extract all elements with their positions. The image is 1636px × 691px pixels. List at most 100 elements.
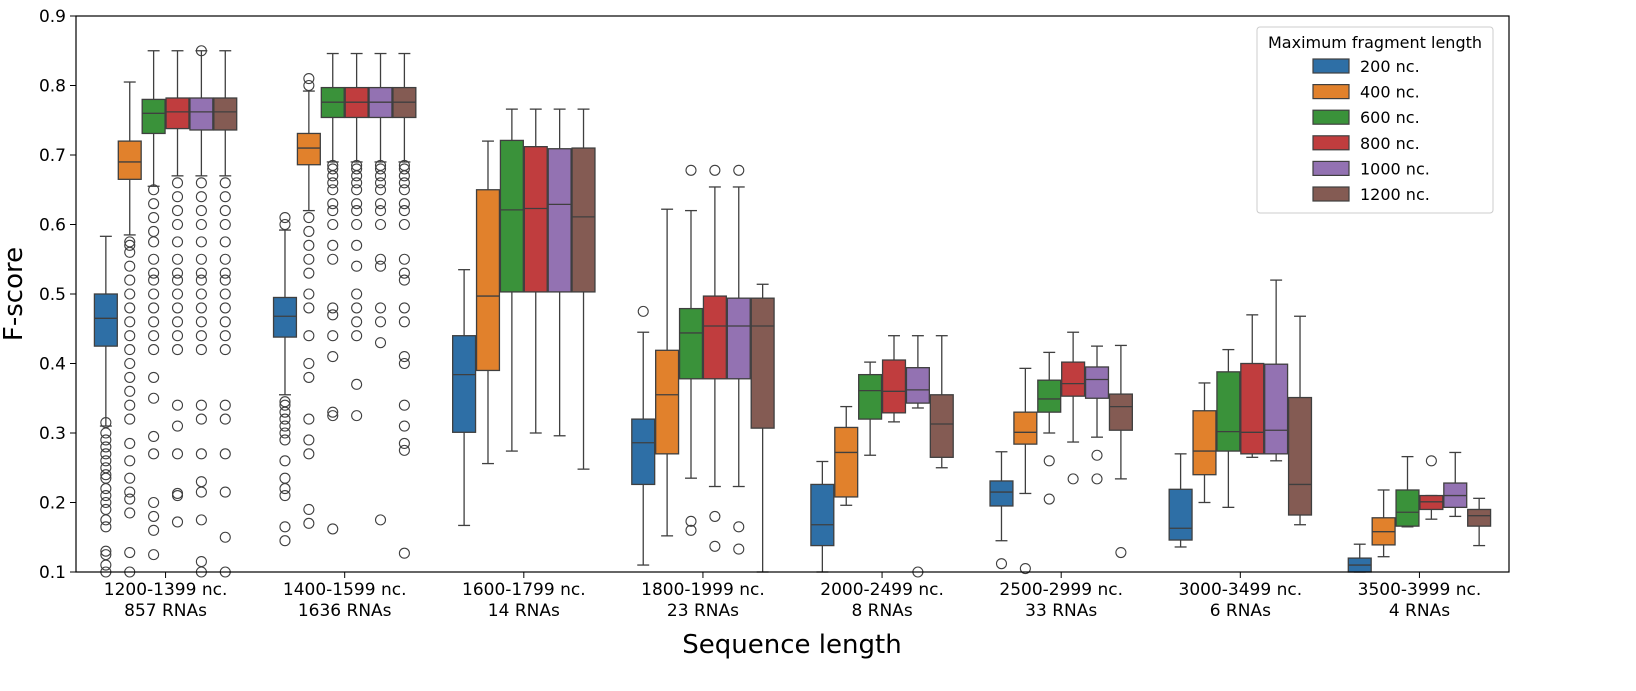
box-iqr xyxy=(881,359,907,414)
outlier-point xyxy=(303,73,315,85)
x-axis-label: Sequence length xyxy=(682,630,901,660)
box-iqr xyxy=(296,132,321,166)
outlier-point xyxy=(327,330,339,342)
outlier-point xyxy=(303,448,315,460)
outlier-point xyxy=(733,521,745,533)
outlier-point xyxy=(398,205,410,217)
outlier-point xyxy=(124,385,136,397)
x-axis: 1200-1399 nc.857 RNAs 1400-1599 nc.1636 R… xyxy=(104,572,1481,621)
x-tick-label-line2: 14 RNAs xyxy=(488,601,560,621)
outlier-point xyxy=(374,337,387,349)
box-1200-nc-cat-8 xyxy=(1467,497,1492,547)
outlier-point xyxy=(398,399,410,411)
outlier-point xyxy=(195,413,207,425)
outlier-point xyxy=(733,543,745,555)
legend-items: 200 nc. 400 nc. 600 nc. 800 nc. 1000 nc. 1200… xyxy=(1312,57,1430,204)
outlier-point xyxy=(219,205,231,217)
outlier-point xyxy=(351,163,363,175)
box-iqr xyxy=(1061,361,1086,397)
outlier-point xyxy=(279,535,291,547)
outlier-point xyxy=(100,469,112,481)
legend: Maximum fragment length 200 nc. 400 nc. 60… xyxy=(1256,26,1494,214)
outlier-point xyxy=(148,225,160,237)
box-200-nc-cat-5 xyxy=(810,460,835,573)
outlier-point xyxy=(195,399,207,411)
outlier-point xyxy=(351,316,363,328)
box-iqr xyxy=(499,139,524,293)
outlier-point xyxy=(398,218,410,231)
outlier-point xyxy=(148,212,160,224)
outlier-point xyxy=(171,330,184,342)
box-400-nc-cat-6 xyxy=(1013,367,1038,575)
outlier-point xyxy=(195,274,207,286)
outlier-point xyxy=(195,514,207,526)
outlier-point xyxy=(303,413,315,425)
y-tick-label: 0.6 xyxy=(39,216,66,236)
y-tick-label: 0.2 xyxy=(39,494,66,514)
outlier-point xyxy=(351,198,363,210)
outlier-point xyxy=(327,302,339,314)
outlier-point xyxy=(374,163,387,175)
outlier-point xyxy=(148,549,160,561)
boxes-layer xyxy=(93,45,1492,578)
outlier-point xyxy=(374,514,387,526)
outlier-point xyxy=(195,205,207,217)
box-iqr xyxy=(810,483,835,547)
outlier-point xyxy=(100,417,112,429)
outlier-point xyxy=(148,371,160,383)
outlier-point xyxy=(124,357,136,370)
box-iqr xyxy=(93,293,118,347)
outlier-point xyxy=(374,302,387,314)
outlier-point xyxy=(374,260,387,272)
legend-swatch xyxy=(1312,109,1350,125)
outlier-point xyxy=(100,545,112,557)
outlier-point xyxy=(171,177,184,189)
outlier-point xyxy=(171,274,184,286)
outlier-point xyxy=(327,163,339,175)
outlier-point xyxy=(124,236,136,248)
outlier-point xyxy=(398,159,410,171)
outlier-point xyxy=(398,437,410,449)
outlier-point xyxy=(148,524,160,536)
box-iqr xyxy=(571,147,596,293)
outlier-point xyxy=(148,184,160,196)
outlier-point xyxy=(327,410,339,422)
outlier-point xyxy=(374,205,387,217)
box-400-nc-cat-5 xyxy=(834,405,859,506)
outlier-point xyxy=(327,177,339,189)
y-tick-label: 0.3 xyxy=(39,424,66,444)
outlier-point xyxy=(195,316,207,328)
box-800-nc-cat-4 xyxy=(702,164,727,552)
outlier-point xyxy=(398,267,410,279)
outlier-point xyxy=(279,212,291,224)
outlier-point xyxy=(219,399,231,411)
outlier-point xyxy=(124,371,136,383)
outlier-point xyxy=(374,253,387,265)
x-tick-label-line2: 857 RNAs xyxy=(124,601,207,621)
outlier-point xyxy=(100,441,112,453)
box-1000-nc-cat-2 xyxy=(368,52,393,526)
x-tick-label-line2: 1636 RNAs xyxy=(298,601,392,621)
outlier-point xyxy=(148,392,160,404)
outlier-point xyxy=(351,218,363,231)
outlier-point xyxy=(398,274,410,286)
outlier-point xyxy=(124,302,136,314)
outlier-point xyxy=(303,225,315,237)
box-800-nc-cat-2 xyxy=(344,52,369,422)
box-iqr xyxy=(117,140,142,180)
outlier-point xyxy=(219,330,231,342)
outlier-point xyxy=(195,45,207,57)
box-600-nc-cat-8 xyxy=(1395,455,1420,528)
outlier-point xyxy=(303,503,315,516)
outlier-point xyxy=(171,302,184,314)
box-600-nc-cat-3 xyxy=(499,108,524,452)
box-600-nc-cat-7 xyxy=(1216,348,1241,509)
outlier-point xyxy=(148,448,160,460)
legend-label: 600 nc. xyxy=(1360,108,1420,127)
outlier-point xyxy=(219,267,231,279)
outlier-point xyxy=(327,159,339,171)
outlier-point xyxy=(303,371,315,383)
outlier-point xyxy=(709,510,721,522)
box-600-nc-cat-5 xyxy=(858,361,883,456)
